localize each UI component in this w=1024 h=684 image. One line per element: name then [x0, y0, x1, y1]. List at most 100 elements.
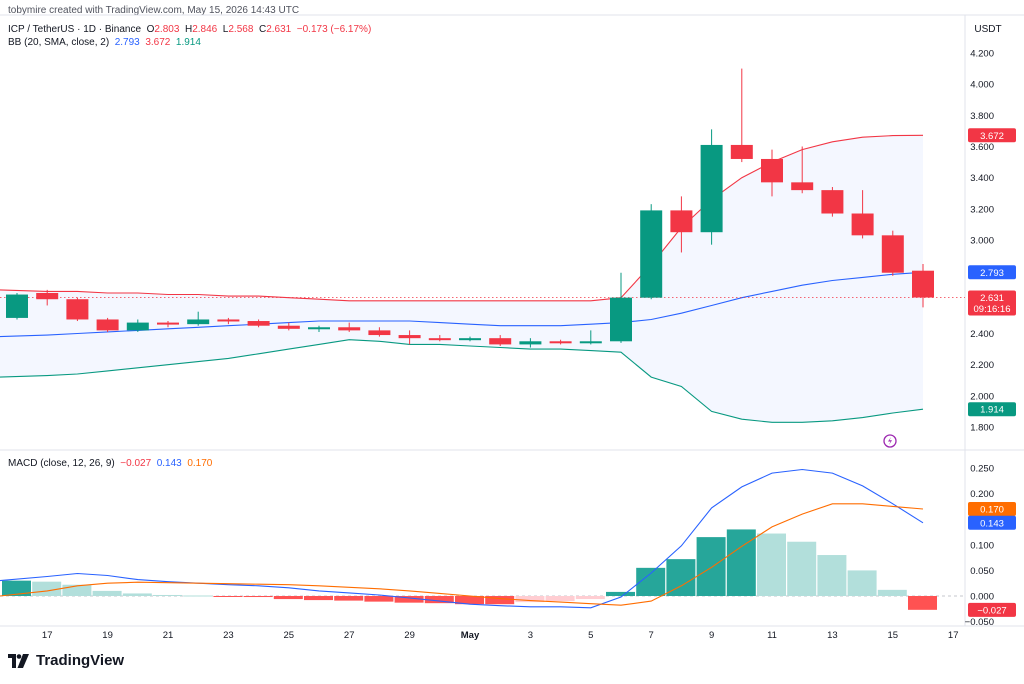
candle-body[interactable] [428, 338, 451, 341]
macd-histogram-bar[interactable] [62, 584, 92, 596]
candle-body[interactable] [126, 322, 149, 331]
candle-body[interactable] [6, 294, 28, 318]
candle-body[interactable] [217, 319, 240, 322]
macd-histogram-bar[interactable] [787, 541, 817, 596]
candle-body[interactable] [66, 299, 89, 320]
macd-histogram-bar[interactable] [545, 596, 575, 602]
candle-body[interactable] [610, 297, 632, 342]
macd-signal-value: 0.170 [187, 458, 213, 469]
macd-panel [0, 468, 965, 610]
bollinger-legend[interactable]: BB (20, SMA, close, 2) 2.793 3.672 1.914 [8, 37, 201, 48]
candle-body[interactable] [670, 210, 693, 233]
macd-histogram-bar[interactable] [515, 596, 545, 603]
macd-legend[interactable]: MACD (close, 12, 26, 9) −0.027 0.143 0.1… [8, 458, 212, 469]
macd-histogram-bar[interactable] [92, 590, 122, 596]
macd-histogram-bar[interactable] [696, 537, 726, 596]
macd-histogram-bar[interactable] [877, 589, 907, 596]
macd-histogram-bar[interactable] [183, 595, 213, 597]
candle-body[interactable] [640, 210, 663, 298]
macd-histogram-bar[interactable] [424, 596, 454, 604]
low-label: L [222, 24, 229, 35]
high-label: H [184, 24, 193, 35]
macd-histogram-bar[interactable] [485, 596, 515, 605]
candle-body[interactable] [519, 341, 542, 345]
macd-histogram-bar[interactable] [575, 596, 605, 600]
macd-histogram-bar[interactable] [364, 596, 394, 602]
time-tick-label: 15 [888, 630, 899, 641]
macd-histogram-bar[interactable] [304, 596, 333, 601]
bollinger-basis-line [0, 271, 924, 338]
bollinger-bands [0, 134, 965, 423]
candle-body[interactable] [549, 341, 572, 344]
macd-histogram-bar[interactable] [908, 596, 937, 610]
macd-signal-line [0, 503, 924, 606]
macd-histogram-bar[interactable] [726, 529, 756, 596]
candle-body[interactable] [579, 341, 602, 344]
price-tick-label: 3.400 [970, 173, 994, 184]
candle-body[interactable] [36, 292, 59, 300]
time-tick-label: 9 [709, 630, 714, 641]
macd-histogram-bar[interactable] [606, 591, 635, 596]
macd-histogram-bar[interactable] [455, 596, 484, 605]
time-tick-label: 5 [588, 630, 593, 641]
currency-label[interactable]: USDT [974, 24, 1001, 35]
symbol-name[interactable]: ICP / TetherUS · 1D · Binance [8, 24, 142, 35]
macd-histogram-bar[interactable] [213, 596, 243, 597]
macd-tick-label: 0.050 [970, 566, 994, 577]
alert-icon[interactable] [883, 434, 897, 448]
candle-body[interactable] [338, 327, 361, 331]
candle-body[interactable] [912, 270, 934, 298]
candle-body[interactable] [700, 144, 723, 233]
time-tick-label: 17 [42, 630, 53, 641]
candle-body[interactable] [247, 321, 270, 326]
macd-histogram-bar[interactable] [243, 596, 273, 598]
candle-body[interactable] [398, 335, 421, 339]
upper-band-tag: 3.672 [980, 131, 1004, 142]
macd-histogram-bar[interactable] [847, 570, 877, 596]
candle-body[interactable] [881, 235, 904, 273]
time-tick-label: 17 [948, 630, 959, 641]
candle-body[interactable] [489, 338, 512, 345]
candle-body[interactable] [308, 327, 330, 330]
bb-lower-value: 1.914 [175, 37, 201, 48]
bb-label[interactable]: BB (20, SMA, close, 2) [8, 37, 110, 48]
candle-body[interactable] [761, 158, 783, 183]
countdown-tag-bg [968, 301, 1016, 316]
macd-histogram-bar[interactable] [817, 555, 847, 596]
macd-label[interactable]: MACD (close, 12, 26, 9) [8, 458, 115, 469]
price-tick-label: 2.400 [970, 329, 994, 340]
macd-histogram-bar[interactable] [122, 593, 152, 596]
candle-body[interactable] [791, 182, 814, 191]
candlesticks[interactable] [6, 68, 934, 348]
macd-histogram-bar[interactable] [394, 596, 424, 603]
macd-histogram-bar[interactable] [334, 596, 364, 601]
candle-body[interactable] [368, 330, 391, 336]
macd-histogram-bar[interactable] [32, 581, 62, 596]
close-value: 2.631 [266, 24, 292, 35]
candle-body[interactable] [157, 322, 179, 325]
tradingview-logo[interactable]: TradingView [8, 652, 124, 669]
symbol-legend[interactable]: ICP / TetherUS · 1D · Binance O2.803 H2.… [8, 24, 371, 35]
macd-histogram-bar[interactable] [273, 596, 303, 600]
price-tick-label: 2.000 [970, 391, 994, 402]
candle-body[interactable] [187, 319, 210, 325]
open-value: 2.803 [154, 24, 180, 35]
lower-band-tag: 1.914 [980, 405, 1004, 416]
candle-body[interactable] [459, 338, 481, 341]
macd-histogram-bar[interactable] [636, 567, 666, 596]
candle-body[interactable] [851, 213, 874, 236]
upper-band-tag-bg [968, 128, 1016, 143]
macd-histogram-bar[interactable] [666, 559, 696, 596]
signal-tag-bg [968, 501, 1016, 516]
basis-tag-bg [968, 265, 1016, 280]
macd-histogram-bar[interactable] [757, 533, 786, 596]
macd-histogram-bar[interactable] [153, 594, 182, 596]
candle-body[interactable] [277, 325, 300, 329]
price-tick-label: 4.200 [970, 49, 994, 60]
candle-body[interactable] [821, 190, 844, 214]
candle-body[interactable] [96, 319, 119, 331]
signal-tag: 0.170 [980, 504, 1004, 515]
macd-histogram-bar[interactable] [2, 580, 31, 596]
candle-body[interactable] [730, 144, 753, 159]
